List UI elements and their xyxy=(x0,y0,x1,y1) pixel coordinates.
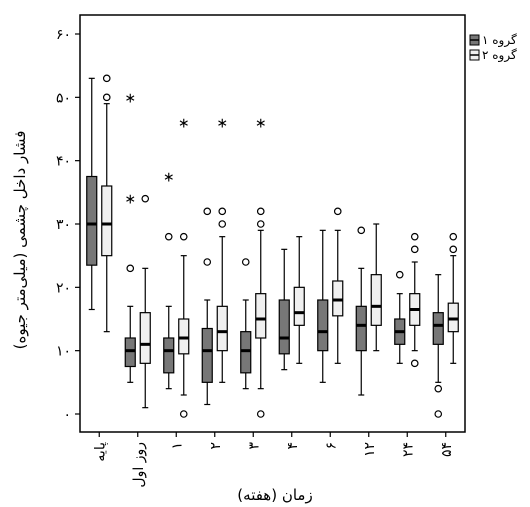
outlier-point xyxy=(256,207,265,216)
box-plot xyxy=(409,232,421,368)
box-iqr xyxy=(293,286,305,326)
series-group: ∗∗∗ xyxy=(101,74,459,418)
box-iqr xyxy=(370,274,382,326)
x-tick-label: ۵۴ xyxy=(439,442,455,457)
y-tick-label: ۰ xyxy=(63,407,71,423)
outlier-point xyxy=(102,74,111,83)
outlier-point xyxy=(203,207,212,216)
outlier-point xyxy=(410,359,419,368)
box-iqr xyxy=(201,327,213,383)
x-tick-label: ۱۲ xyxy=(362,442,378,457)
box-plot: ∗ xyxy=(255,116,267,418)
extreme-point: ∗ xyxy=(255,116,267,132)
extreme-point: ∗ xyxy=(163,170,175,186)
box-plot: ∗∗ xyxy=(124,90,136,383)
outlier-point xyxy=(126,264,135,273)
outlier-point xyxy=(434,410,443,418)
outlier-point xyxy=(164,232,173,241)
outlier-point xyxy=(179,410,188,418)
box-plot xyxy=(139,194,151,409)
outlier-point xyxy=(449,245,458,254)
outlier-point xyxy=(141,194,150,203)
outlier-point xyxy=(102,93,111,102)
box-iqr xyxy=(163,337,175,374)
box-plot xyxy=(394,270,406,364)
extreme-point: ∗ xyxy=(216,116,228,132)
y-axis-ticks: ۰ ۱۰ ۲۰ ۳۰ ۴۰ ۵۰ ۶۰ xyxy=(56,27,80,423)
x-tick-label: ۲۴ xyxy=(400,442,416,457)
box-series: ∗∗∗∗ ∗ ∗ xyxy=(86,74,459,418)
x-axis-ticks: پایه روز اول ۱ ۲ ۳ ۴ ۶ ۱۲ ۲۴ ۵۴ xyxy=(92,432,455,488)
box-iqr xyxy=(332,280,344,317)
box-plot xyxy=(293,236,305,364)
outlier-point xyxy=(434,384,443,393)
outlier-point xyxy=(241,258,250,266)
outlier-point xyxy=(449,232,458,241)
box-plot xyxy=(432,274,444,418)
outlier-point xyxy=(256,220,265,228)
box-iqr xyxy=(86,175,98,266)
box-iqr xyxy=(317,299,329,352)
box-plot xyxy=(278,248,290,371)
box-plot: ∗ xyxy=(216,116,228,383)
y-tick-label: ۳۰ xyxy=(56,217,71,233)
box-iqr xyxy=(216,305,228,352)
x-tick-label: ۴ xyxy=(285,442,301,450)
box-iqr xyxy=(139,312,151,364)
outlier-point xyxy=(410,245,419,254)
box-plot xyxy=(101,74,113,333)
outlier-point xyxy=(203,258,212,266)
y-axis-title: فشار داخل چشمی (میلی‌متر جیوه) xyxy=(11,131,29,350)
plot-frame xyxy=(79,14,466,433)
x-tick-label: ۳ xyxy=(246,442,262,450)
x-tick-label: ۱ xyxy=(169,442,185,450)
box-iqr xyxy=(432,312,444,345)
box-plot xyxy=(86,77,98,311)
x-tick-label: پایه xyxy=(92,442,108,462)
box-plot xyxy=(370,223,382,352)
box-iqr xyxy=(355,305,367,352)
y-tick-label: ۲۰ xyxy=(56,280,71,296)
box-plot: ∗ xyxy=(178,116,190,418)
box-plot: ∗ xyxy=(163,170,175,390)
legend-label: گروه ۱ xyxy=(482,33,517,48)
x-tick-label: ۶ xyxy=(323,442,339,450)
y-tick-label: ۶۰ xyxy=(56,27,71,43)
box-plot xyxy=(201,207,213,406)
box-plot xyxy=(332,207,344,364)
plot-area xyxy=(79,14,466,433)
outlier-point xyxy=(218,207,227,216)
box-plot xyxy=(355,226,367,396)
box-iqr xyxy=(240,331,252,374)
legend-label: گروه ۲ xyxy=(482,48,517,63)
box-iqr xyxy=(447,302,459,333)
outlier-point xyxy=(395,270,404,279)
y-tick-label: ۵۰ xyxy=(56,90,71,106)
box-iqr xyxy=(101,185,113,257)
outlier-point xyxy=(333,207,342,216)
outlier-point xyxy=(256,410,265,418)
y-tick-label: ۱۰ xyxy=(56,344,71,360)
outlier-point xyxy=(218,220,227,228)
outlier-point xyxy=(357,226,366,235)
extreme-point: ∗ xyxy=(124,90,136,106)
box-iqr xyxy=(178,318,190,355)
x-tick-label: ۲ xyxy=(208,442,224,450)
series-group: ∗∗∗ xyxy=(86,77,444,418)
x-tick-label: روز اول xyxy=(131,442,147,488)
x-axis-title: زمان (هفته) xyxy=(237,486,312,504)
box-plot xyxy=(240,258,252,390)
box-plot xyxy=(317,229,329,383)
y-tick-label: ۴۰ xyxy=(56,154,71,170)
outlier-point xyxy=(179,232,188,241)
extreme-point: ∗ xyxy=(178,116,190,132)
box-iqr xyxy=(278,299,290,355)
extreme-point: ∗ xyxy=(124,192,136,208)
box-plot xyxy=(447,232,459,364)
box-iqr xyxy=(255,293,267,339)
outlier-point xyxy=(410,232,419,241)
box-iqr xyxy=(124,337,136,368)
